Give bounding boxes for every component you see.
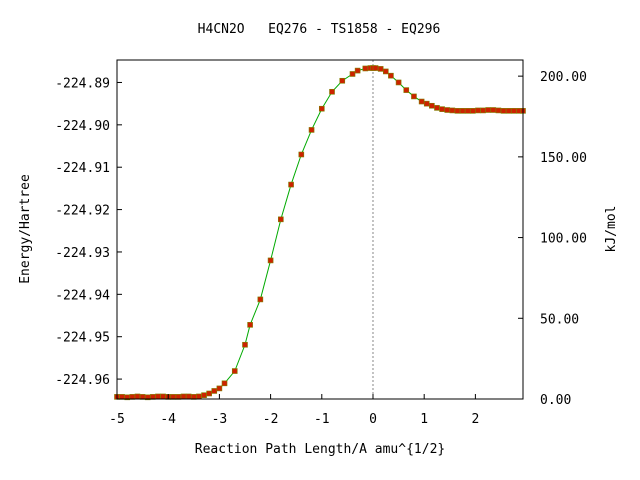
data-point <box>349 71 356 77</box>
data-point <box>298 151 305 158</box>
data-point <box>318 105 325 112</box>
data-point <box>470 108 476 114</box>
x-tick-label: -5 <box>109 412 125 427</box>
y2-tick-label: 100.00 <box>540 232 587 247</box>
y2-tick-label: 150.00 <box>540 151 587 166</box>
data-point <box>475 107 481 114</box>
y-tick-label: -224.94 <box>55 288 110 303</box>
data-point <box>449 107 456 114</box>
data-point <box>201 392 207 398</box>
y2-tick-label: 50.00 <box>540 312 579 327</box>
data-point <box>395 79 402 86</box>
y-tick-label: -224.90 <box>55 119 110 134</box>
axes: -5 -4 -3 -2 -1 0 1 2 -224.89 -224.90 -224.91 -224.9… <box>55 70 587 427</box>
data-point <box>495 107 502 114</box>
data-point <box>242 341 248 348</box>
data-point <box>372 65 379 71</box>
data-point <box>362 65 369 72</box>
data-point <box>339 77 346 84</box>
data-point <box>288 181 294 188</box>
plot-frame <box>116 59 524 400</box>
data-point <box>510 108 517 114</box>
data-point <box>382 68 389 75</box>
data-point <box>221 380 228 387</box>
data-point <box>231 368 238 374</box>
data-point <box>403 87 410 93</box>
x-tick-label: -4 <box>160 412 176 427</box>
data-point <box>308 127 315 133</box>
series-line <box>117 67 523 398</box>
plot-area <box>114 60 526 401</box>
data-point <box>247 322 253 328</box>
y2-tick-label: 200.00 <box>540 70 587 85</box>
data-point <box>196 393 202 400</box>
data-point <box>160 393 166 400</box>
data-point <box>278 216 284 223</box>
data-point <box>444 107 451 113</box>
data-point <box>134 393 141 400</box>
x-tick-label: 2 <box>471 412 479 427</box>
data-point <box>216 385 223 392</box>
data-point <box>480 107 486 114</box>
chart-title: H4CN2O EQ276 - TS1858 - EQ296 <box>198 22 441 37</box>
data-point <box>377 66 384 72</box>
data-point <box>490 107 497 113</box>
y-tick-label: -224.95 <box>55 331 110 346</box>
data-point <box>411 93 417 100</box>
data-point <box>211 388 218 394</box>
data-point <box>354 67 361 74</box>
data-point <box>388 72 394 79</box>
data-point <box>485 107 491 113</box>
y2-tick-label: 0.00 <box>540 393 571 408</box>
data-point <box>505 108 512 114</box>
data-point <box>439 106 445 112</box>
data-point <box>180 393 187 400</box>
data-point <box>454 108 461 114</box>
x-tick-label: -2 <box>263 412 279 427</box>
data-point <box>500 108 507 114</box>
y-tick-label: -224.93 <box>55 246 110 261</box>
x-tick-label: -3 <box>212 412 228 427</box>
data-point <box>423 100 430 107</box>
x-tick-label: 0 <box>369 412 377 427</box>
data-point <box>464 108 471 114</box>
data-point <box>434 105 440 111</box>
y2-axis-label: kJ/mol <box>604 206 619 253</box>
data-point <box>257 296 264 303</box>
x-tick-label: 1 <box>420 412 428 427</box>
data-point <box>267 257 274 264</box>
y-tick-label: -224.91 <box>55 161 110 176</box>
y-axis-label: Energy/Hartree <box>18 174 33 284</box>
data-point <box>155 393 161 400</box>
x-tick-label: -1 <box>314 412 330 427</box>
y-tick-label: -224.89 <box>55 76 110 91</box>
data-point <box>429 102 435 109</box>
data-point <box>418 98 425 105</box>
x-axis-label: Reaction Path Length/A amu^{1/2} <box>195 442 445 457</box>
y-tick-label: -224.92 <box>55 204 110 219</box>
data-point <box>329 88 335 95</box>
y-tick-label: -224.96 <box>55 373 110 388</box>
data-point <box>185 393 192 400</box>
data-point <box>459 108 466 114</box>
data-point <box>206 390 212 397</box>
